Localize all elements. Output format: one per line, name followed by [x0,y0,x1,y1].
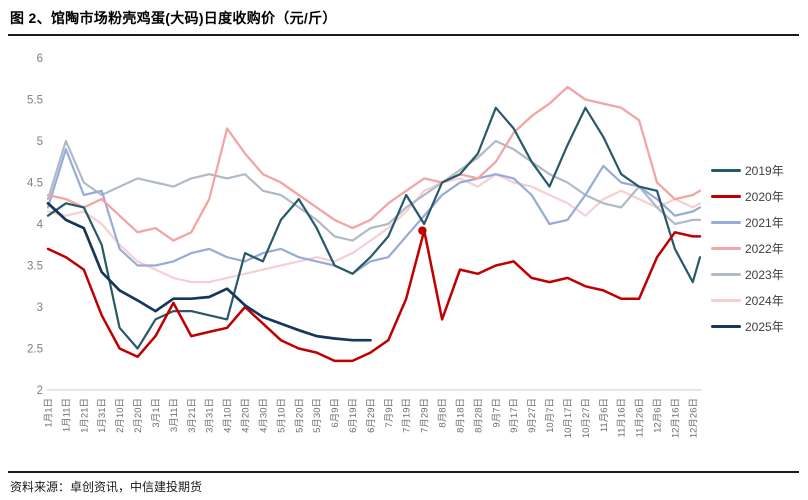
latest-point-marker [418,226,427,235]
x-axis-label: 7月29日 [420,398,431,433]
legend-item-2024年: 2024年 [711,293,784,308]
y-axis-label: 2 [37,385,43,397]
legend-item-2021年: 2021年 [711,215,784,230]
legend-swatch [711,246,741,251]
series-line-2023年 [46,139,702,242]
x-axis-label: 9月7日 [491,398,502,428]
legend-label: 2023年 [745,268,784,282]
x-axis-label: 7月9日 [384,398,395,428]
x-axis-label: 9月27日 [527,398,538,433]
x-axis-label: 3月21日 [187,398,198,433]
y-axis-label: 4.5 [27,178,43,190]
legend-label: 2021年 [745,216,784,230]
series-line-2022年 [46,85,702,242]
legend-swatch [711,298,741,303]
x-axis-label: 6月29日 [366,398,377,433]
x-axis-label: 7月19日 [402,398,413,433]
x-axis-label: 1月1日 [44,398,55,428]
legend-label: 2024年 [745,294,784,308]
x-axis-label: 8月28日 [473,398,484,433]
title-divider [8,34,799,36]
y-axis-label: 5.5 [27,95,43,107]
x-axis-label: 10月17日 [563,398,574,438]
legend-label: 2022年 [745,242,784,256]
legend-item-2020年: 2020年 [711,189,784,204]
x-axis-label: 12月26日 [688,398,699,438]
figure-title: 图 2、馆陶市场粉壳鸡蛋(大码)日度收购价（元/斤） [10,10,337,26]
x-axis-label: 4月30日 [258,398,269,433]
series-line-2025年 [46,201,372,342]
x-axis-label: 4月10日 [223,398,234,433]
legend-swatch [711,272,741,277]
x-axis-label: 6月19日 [348,398,359,433]
y-axis-label: 3.5 [27,261,43,273]
x-axis-label: 8月18日 [455,398,466,433]
data-source: 资料来源：卓创资讯，中信建投期货 [10,480,203,494]
x-axis-label: 5月10日 [276,398,287,433]
legend-label: 2025年 [745,320,784,334]
x-axis-label: 11月6日 [599,398,610,432]
legend-item-2019年: 2019年 [711,163,784,178]
x-axis-label: 11月26日 [635,398,646,437]
series-line-2020年 [46,229,702,363]
legend-swatch [711,194,741,199]
y-axis-label: 3 [37,302,43,314]
x-axis-label: 4月20日 [241,398,252,433]
x-axis-label: 8月8日 [438,398,449,428]
legend-swatch [711,324,741,329]
series-line-2021年 [46,148,702,275]
legend-item-2022年: 2022年 [711,241,784,256]
x-axis-label: 10月7日 [545,398,556,433]
x-axis-label: 2月20日 [133,398,144,433]
legend-swatch [711,220,741,225]
x-axis-label: 9月17日 [509,398,520,433]
footer-divider [8,471,799,473]
x-axis-label: 1月11日 [61,398,72,432]
legend-item-2025年: 2025年 [711,319,784,334]
x-axis-label: 1月21日 [79,398,90,433]
x-axis-label: 12月16日 [670,398,681,438]
legend-label: 2020年 [745,190,784,204]
x-axis-label: 5月20日 [294,398,305,433]
series-line-2019年 [46,106,702,350]
x-axis-label: 11月16日 [617,398,628,437]
x-axis-label: 3月1日 [151,398,162,428]
x-axis-label: 6月9日 [330,398,341,428]
x-axis-label: 12月6日 [653,398,664,433]
x-axis-label: 3月31日 [205,398,216,433]
y-axis-label: 4 [37,219,44,231]
x-axis-label: 10月27日 [581,398,592,438]
x-axis-label: 1月31日 [97,398,108,433]
legend-swatch [711,168,741,173]
legend-label: 2019年 [745,164,784,178]
legend-item-2023年: 2023年 [711,267,784,282]
x-axis-label: 2月10日 [115,398,126,433]
y-axis-label: 2.5 [27,344,43,356]
y-axis-label: 5 [37,136,43,148]
x-axis-label: 5月30日 [312,398,323,433]
chart-legend: 2019年 2020年 2021年 2022年 2023年 2024年 2025年 [711,163,784,334]
x-axis-label: 3月11日 [169,398,180,432]
y-axis-label: 6 [37,53,43,65]
